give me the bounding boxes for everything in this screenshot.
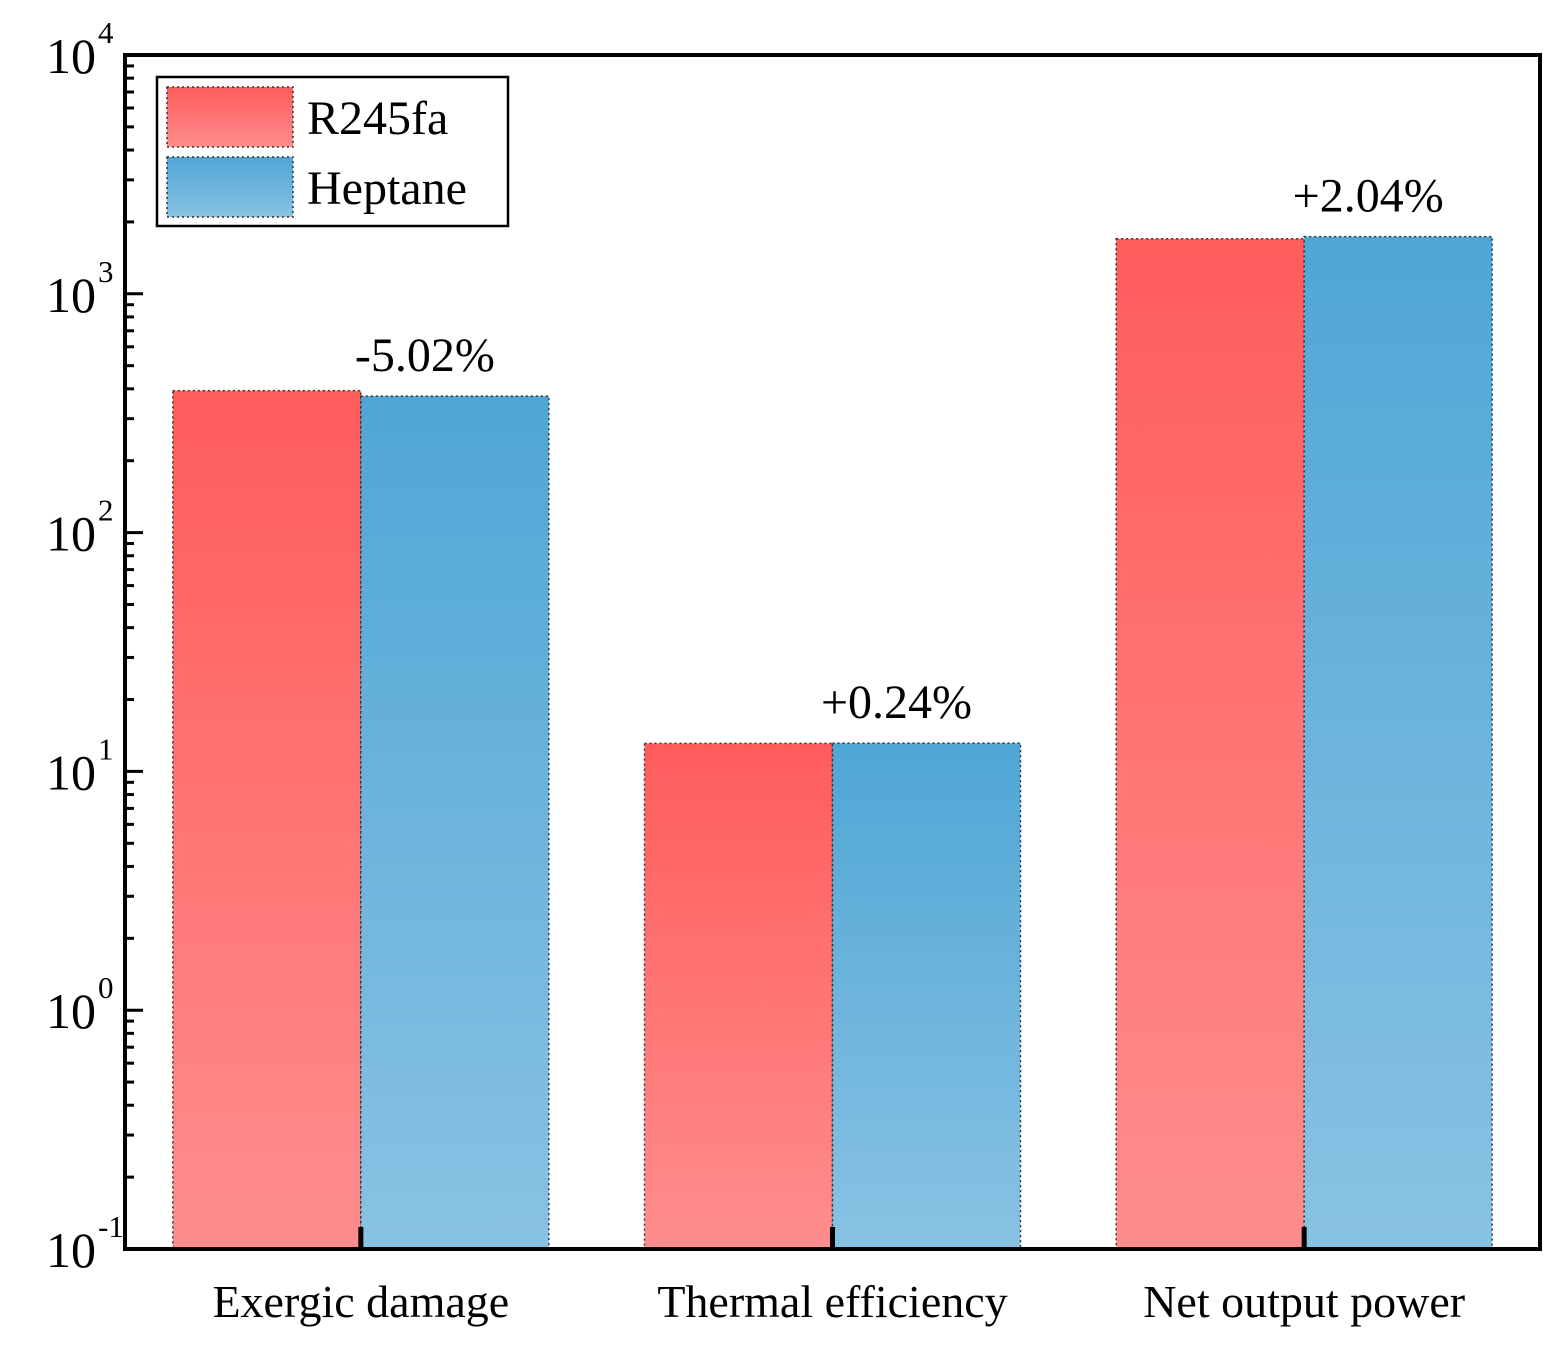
annotation-label: +0.24% [821, 676, 972, 729]
x-tick-label: Thermal efficiency [657, 1276, 1007, 1327]
y-tick-label: 10 [46, 744, 96, 800]
bars-layer [172, 235, 1493, 1250]
legend-label-heptane: Heptane [307, 162, 467, 215]
bar-heptane-3 [1303, 235, 1493, 1250]
legend: R245fa Heptane [155, 75, 510, 228]
y-tick-exponent: 0 [98, 970, 114, 1005]
y-tick-label: 10 [46, 983, 96, 1039]
bar-r245fa-3 [1115, 238, 1305, 1250]
y-tick-label: 10 [46, 506, 96, 562]
x-axis-ticks: Exergic damage Thermal efficiency Net outp… [212, 1227, 1465, 1327]
legend-swatch-heptane [166, 156, 294, 218]
y-tick-exponent: 4 [98, 15, 114, 50]
y-tick-label: 10 [46, 267, 96, 323]
annotations-layer: -5.02% +0.24% +2.04% [355, 170, 1444, 730]
x-tick-label: Exergic damage [212, 1276, 509, 1327]
bar-r245fa-2 [643, 742, 834, 1250]
y-tick-exponent: -1 [98, 1209, 124, 1244]
annotation-label: -5.02% [355, 329, 495, 382]
annotation-label: +2.04% [1293, 170, 1444, 223]
y-tick-exponent: 1 [98, 731, 114, 766]
y-tick-exponent: 2 [98, 493, 114, 528]
legend-swatch-r245fa [166, 86, 294, 148]
y-tick-exponent: 3 [98, 254, 114, 289]
y-tick-label: 10 [46, 28, 96, 84]
y-tick-label: 10 [46, 1222, 96, 1278]
bar-heptane-2 [831, 742, 1022, 1250]
legend-label-r245fa: R245fa [307, 92, 448, 145]
x-tick-label: Net output power [1143, 1276, 1465, 1327]
bar-heptane-1 [360, 395, 550, 1250]
bar-r245fa-1 [172, 389, 362, 1250]
